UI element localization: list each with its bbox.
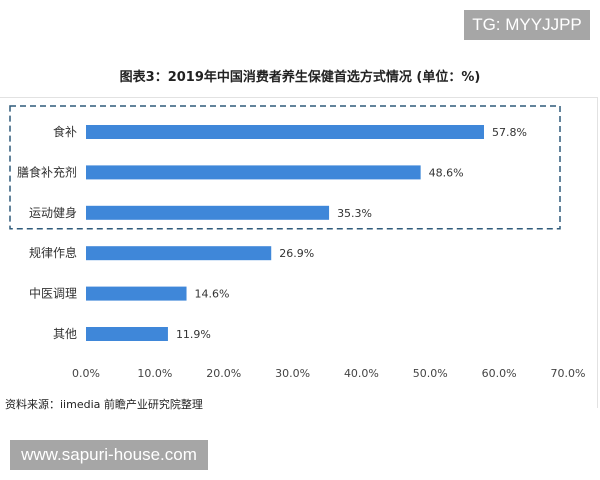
watermark-top: TG: MYYJJPP [464, 10, 590, 40]
x-tick-label: 40.0% [344, 367, 379, 380]
data-label: 14.6% [195, 288, 230, 301]
x-tick-label: 20.0% [206, 367, 241, 380]
bar-3 [86, 246, 272, 261]
category-label: 其他 [53, 327, 77, 341]
x-tick-label: 50.0% [413, 367, 448, 380]
source-note: 资料来源：iimedia 前瞻产业研究院整理 [5, 398, 203, 411]
data-label: 35.3% [337, 207, 372, 220]
x-tick-label: 70.0% [551, 367, 586, 380]
x-tick-label: 60.0% [482, 367, 517, 380]
category-label: 中医调理 [29, 286, 77, 301]
chart-frame [0, 97, 598, 408]
bar-0 [86, 125, 484, 139]
watermark-bottom: www.sapuri-house.com [10, 440, 208, 470]
data-label: 11.9% [176, 328, 211, 341]
chart-title: 图表3：2019年中国消费者养生保健首选方式情况 (单位：%) [119, 70, 481, 85]
x-tick-label: 30.0% [275, 367, 310, 380]
category-label: 食补 [53, 124, 77, 139]
bar-5 [86, 327, 168, 341]
category-label: 规律作息 [29, 245, 77, 260]
bar-2 [86, 205, 330, 220]
highlight-box [9, 105, 561, 230]
data-label: 26.9% [279, 247, 314, 260]
bar-4 [86, 286, 187, 301]
data-label: 57.8% [492, 126, 527, 139]
data-label: 48.6% [429, 166, 464, 179]
bar-1 [86, 165, 421, 180]
x-tick-label: 10.0% [137, 367, 172, 380]
category-label: 运动健身 [29, 205, 77, 220]
x-tick-label: 0.0% [72, 367, 100, 380]
category-label: 膳食补充剂 [17, 164, 77, 179]
